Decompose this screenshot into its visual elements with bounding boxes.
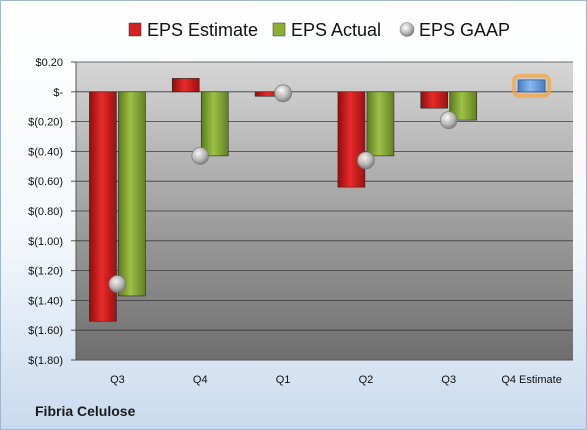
forecast-glow	[512, 73, 552, 98]
legend-label: EPS GAAP	[419, 20, 510, 40]
eps-gaap-marker	[191, 146, 210, 165]
eps-forecast-bar	[517, 79, 546, 93]
x-tick-label: Q1	[276, 374, 291, 386]
y-tick-label: $(1.80)	[28, 355, 63, 367]
eps-actual-bar	[118, 91, 146, 297]
eps-actual-bar	[366, 91, 395, 157]
legend-swatch	[128, 22, 142, 37]
eps-estimate-bar	[171, 78, 200, 93]
eps-gaap-marker	[274, 84, 292, 103]
y-tick-label: $(0.60)	[28, 176, 63, 188]
x-tick-label: Q3	[441, 374, 456, 386]
eps-estimate-bar	[420, 91, 449, 109]
x-tick-label: Q4 Estimate	[501, 374, 562, 386]
legend-label: EPS Actual	[291, 20, 381, 40]
y-tick-label: $(1.60)	[28, 325, 63, 337]
y-tick-label: $(1.40)	[28, 295, 63, 307]
eps-gaap-marker	[357, 151, 375, 170]
eps-gaap-marker	[108, 275, 127, 293]
y-axis: $0.20 $- $(0.20) $(0.40) $(0.60) $(0.80) $(1.0…	[28, 57, 77, 367]
y-tick-label: $0.20	[35, 57, 63, 69]
legend-swatch	[399, 22, 415, 37]
eps-estimate-bar	[337, 91, 366, 188]
legend-label: EPS Estimate	[147, 20, 258, 40]
eps-gaap-marker	[439, 111, 458, 130]
x-axis: Q3 Q4 Q1 Q2 Q3 Q4 Estimate	[76, 359, 573, 386]
legend-swatch	[272, 22, 286, 37]
y-tick-label: $(0.80)	[28, 206, 63, 218]
x-tick-label: Q2	[359, 374, 374, 386]
y-tick-label: $(0.40)	[28, 146, 63, 158]
company-name: Fibria Celulose	[35, 403, 136, 419]
x-tick-label: Q4	[193, 374, 208, 386]
eps-actual-bar	[200, 91, 229, 157]
legend: EPS Estimate EPS Actual EPS GAAP	[128, 20, 510, 40]
y-tick-label: $-	[53, 87, 63, 99]
y-tick-label: $(0.20)	[28, 117, 63, 129]
x-tick-label: Q3	[110, 374, 125, 386]
y-tick-label: $(1.00)	[28, 236, 63, 248]
y-tick-label: $(1.20)	[28, 266, 63, 278]
bars	[89, 73, 552, 322]
